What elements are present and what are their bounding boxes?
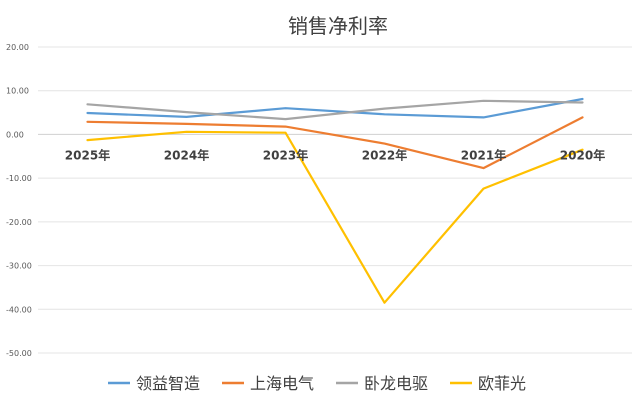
y-tick-label: -30.00	[6, 262, 32, 271]
legend-label: 欧菲光	[478, 374, 526, 393]
legend: 领益智造 上海电气 卧龙电驱 欧菲光	[108, 374, 526, 393]
y-tick-label: 0.00	[6, 130, 24, 139]
x-tick-label: 2023年	[263, 147, 308, 162]
y-tick-label: -10.00	[6, 174, 32, 183]
gridlines	[38, 46, 632, 354]
x-tick-label: 2020年	[560, 147, 605, 162]
y-tick-label: 10.00	[6, 87, 29, 96]
y-tick-label: -40.00	[6, 305, 32, 314]
series-line	[86, 116, 584, 170]
series-line	[86, 130, 584, 304]
legend-label: 领益智造	[136, 374, 200, 393]
y-tick-label: -50.00	[6, 349, 32, 358]
legend-label: 上海电气	[250, 374, 314, 393]
x-tick-label: 2022年	[362, 147, 407, 162]
chart-title: 销售净利率	[288, 14, 388, 38]
x-tick-label: 2025年	[65, 147, 110, 162]
legend-label: 卧龙电驱	[364, 374, 428, 393]
x-tick-label: 2021年	[461, 147, 506, 162]
y-axis-ticks: 20.00 10.00 0.00 -10.00 -20.00 -30.00 -40.00 -5…	[6, 43, 32, 358]
series-line	[86, 97, 584, 119]
y-tick-label: -20.00	[6, 218, 32, 227]
series-lines	[86, 97, 584, 304]
x-axis-ticks: 2025年 2024年 2023年 2022年 2021年 2020年	[65, 147, 605, 162]
x-tick-label: 2024年	[164, 147, 209, 162]
y-tick-label: 20.00	[6, 43, 29, 52]
series-line	[86, 99, 584, 121]
